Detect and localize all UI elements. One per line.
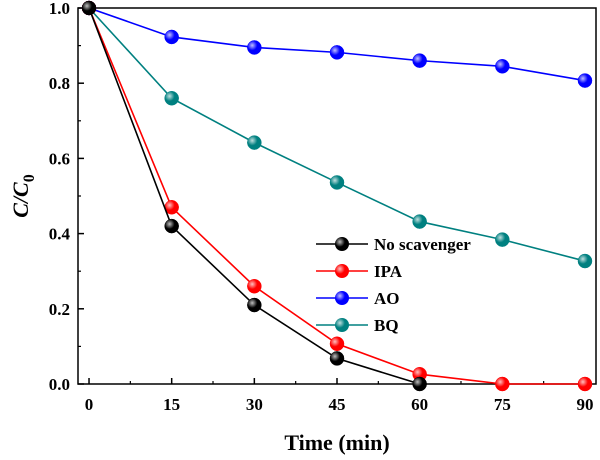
data-point	[329, 45, 345, 60]
x-tick-label: 0	[85, 395, 94, 414]
legend-item: AO	[316, 289, 400, 308]
data-point	[247, 278, 262, 294]
y-tick-label: 0.2	[49, 300, 70, 319]
legend-label: IPA	[374, 262, 403, 281]
series-ao	[81, 0, 593, 88]
data-point	[329, 351, 345, 366]
series-line	[88, 7, 420, 385]
data-point	[247, 40, 262, 55]
series-layer	[81, 0, 593, 392]
y-tick-label: 0.0	[49, 375, 70, 394]
series-ipa	[81, 0, 593, 392]
y-axis-title-main: C/C	[8, 182, 33, 218]
data-point	[247, 297, 262, 313]
legend-item: IPA	[316, 262, 403, 281]
series-no-scavenger	[81, 0, 427, 392]
legend-marker	[335, 318, 349, 332]
y-tick-label: 0.6	[49, 149, 70, 168]
data-point	[247, 135, 262, 150]
series-line	[88, 7, 586, 82]
y-axis-title: C/C0	[8, 174, 38, 217]
legend-marker	[335, 237, 349, 251]
legend-item: No scavenger	[316, 235, 471, 254]
legend-label: BQ	[374, 316, 399, 335]
y-tick-label: 0.8	[49, 74, 70, 93]
x-tick-label: 60	[411, 395, 428, 414]
data-point	[412, 53, 427, 68]
y-tick-label: 1.0	[49, 0, 70, 18]
legend-item: BQ	[316, 316, 399, 335]
data-point	[164, 90, 179, 106]
data-point	[329, 175, 345, 190]
data-point	[577, 73, 593, 88]
x-tick-label: 30	[246, 395, 263, 414]
legend-marker	[335, 291, 349, 305]
data-point	[577, 376, 593, 392]
data-point	[577, 253, 593, 269]
data-point	[81, 0, 97, 16]
series-bq	[81, 0, 593, 269]
data-point	[412, 376, 427, 392]
x-axis-title: Time (min)	[284, 430, 389, 455]
data-point	[412, 214, 427, 229]
legend: No scavenger IPA AO BQ	[316, 235, 471, 335]
data-point	[164, 29, 179, 45]
x-tick-label: 15	[163, 395, 180, 414]
legend-marker	[335, 264, 349, 278]
x-tick-label: 90	[576, 395, 593, 414]
data-point	[495, 59, 510, 74]
data-point	[495, 376, 510, 392]
data-point	[164, 218, 179, 234]
data-point	[329, 336, 345, 352]
legend-label: AO	[374, 289, 400, 308]
x-tick-label: 75	[494, 395, 511, 414]
y-tick-label: 0.4	[49, 225, 71, 244]
data-point	[495, 232, 510, 247]
y-axis-title-subscript: 0	[21, 174, 38, 182]
x-tick-label: 45	[329, 395, 346, 414]
x-axis: 0 15 30 45 60 75 90	[85, 378, 593, 414]
legend-label: No scavenger	[374, 235, 471, 254]
